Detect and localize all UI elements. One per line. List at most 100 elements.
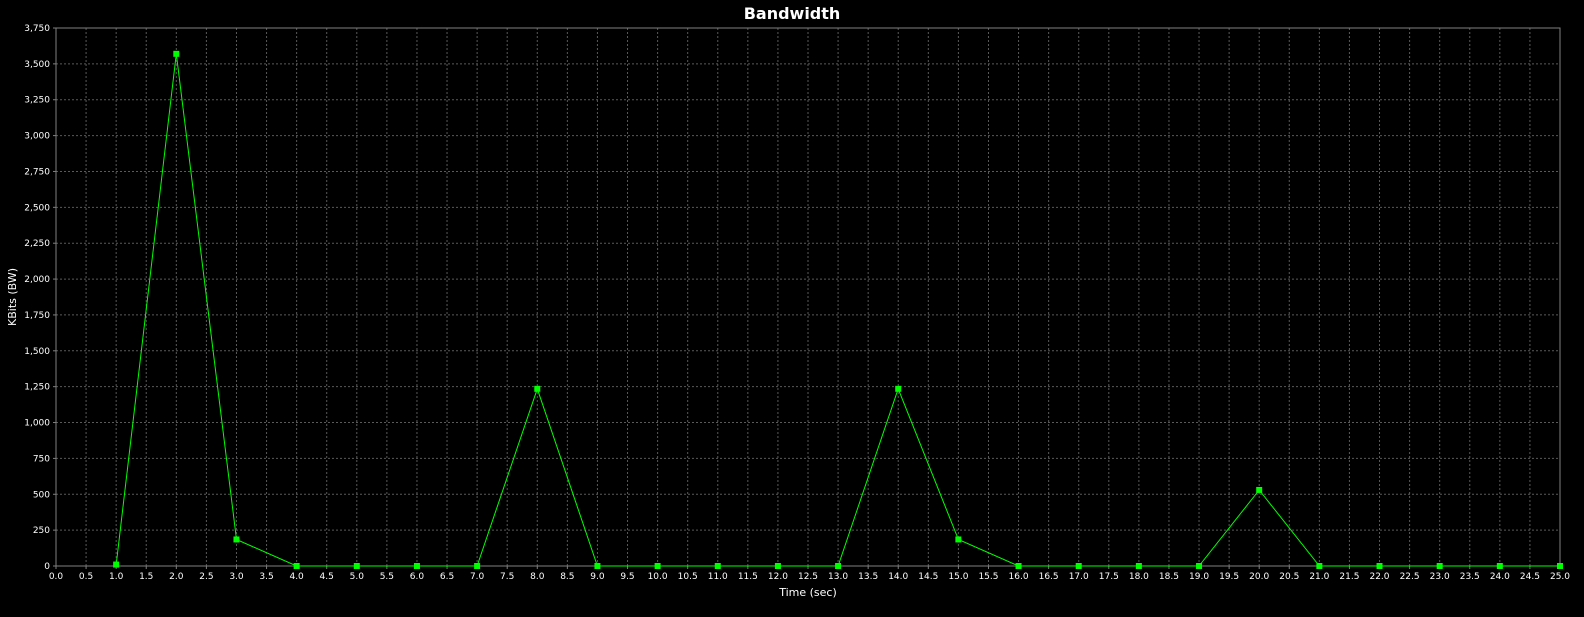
x-tick-label: 1.0 [109, 572, 124, 582]
y-tick-label: 500 [33, 490, 50, 500]
y-tick-label: 1,750 [24, 311, 50, 321]
x-tick-label: 17.0 [1069, 572, 1089, 582]
data-point [534, 385, 541, 392]
x-tick-label: 5.5 [380, 572, 394, 582]
data-point [233, 536, 240, 543]
x-tick-label: 12.0 [768, 572, 788, 582]
x-tick-label: 3.0 [229, 572, 244, 582]
y-tick-label: 1,000 [24, 419, 50, 429]
x-tick-label: 9.0 [590, 572, 605, 582]
data-point [835, 563, 842, 569]
y-tick-label: 1,500 [24, 347, 50, 357]
y-tick-label: 250 [33, 526, 50, 536]
data-point [173, 50, 180, 57]
x-tick-label: 5.0 [350, 572, 365, 582]
x-tick-label: 23.5 [1460, 572, 1480, 582]
x-tick-label: 7.0 [470, 572, 485, 582]
x-tick-label: 16.5 [1039, 572, 1059, 582]
y-tick-label: 3,750 [24, 24, 50, 34]
y-tick-label: 3,250 [24, 96, 50, 106]
x-tick-label: 19.5 [1219, 572, 1239, 582]
data-point [1256, 486, 1263, 493]
data-point [1135, 563, 1142, 569]
x-tick-label: 1.5 [139, 572, 153, 582]
data-point [955, 536, 962, 543]
data-point [353, 563, 360, 569]
x-tick-label: 2.5 [199, 572, 213, 582]
x-tick-label: 23.0 [1430, 572, 1450, 582]
data-point [1376, 563, 1383, 569]
y-tick-label: 2,750 [24, 167, 50, 177]
x-tick-label: 19.0 [1189, 572, 1209, 582]
x-tick-label: 16.0 [1009, 572, 1029, 582]
chart-title: Bandwidth [744, 4, 841, 23]
x-tick-label: 12.5 [798, 572, 818, 582]
x-tick-label: 11.0 [708, 572, 728, 582]
x-tick-label: 22.0 [1369, 572, 1389, 582]
x-tick-label: 13.5 [858, 572, 878, 582]
x-tick-label: 14.0 [888, 572, 908, 582]
x-tick-label: 8.0 [530, 572, 545, 582]
x-tick-label: 4.0 [289, 572, 304, 582]
x-tick-label: 18.0 [1129, 572, 1149, 582]
x-tick-label: 24.5 [1520, 572, 1540, 582]
y-tick-label: 3,000 [24, 132, 50, 142]
y-axis-label: KBits (BW) [6, 268, 19, 326]
x-tick-label: 6.0 [410, 572, 425, 582]
x-tick-label: 3.5 [259, 572, 273, 582]
x-tick-label: 20.5 [1279, 572, 1299, 582]
data-point [1316, 563, 1323, 569]
x-tick-label: 13.0 [828, 572, 848, 582]
y-tick-label: 1,250 [24, 383, 50, 393]
data-point [293, 563, 300, 569]
data-point [1557, 563, 1563, 569]
x-tick-label: 8.5 [560, 572, 574, 582]
y-tick-label: 2,000 [24, 275, 50, 285]
y-tick-label: 750 [33, 454, 50, 464]
data-point [113, 561, 120, 568]
data-point [1015, 563, 1022, 569]
x-tick-label: 10.5 [678, 572, 698, 582]
data-point [413, 563, 420, 569]
data-point [1196, 563, 1203, 569]
data-point [594, 563, 601, 569]
y-tick-label: 2,500 [24, 203, 50, 213]
x-tick-label: 14.5 [918, 572, 938, 582]
y-tick-label: 2,250 [24, 239, 50, 249]
data-point [774, 563, 781, 569]
x-tick-label: 21.0 [1309, 572, 1329, 582]
x-tick-label: 10.0 [648, 572, 668, 582]
x-tick-label: 24.0 [1490, 572, 1510, 582]
x-tick-label: 22.5 [1400, 572, 1420, 582]
data-point [1075, 563, 1082, 569]
x-tick-label: 0.5 [79, 572, 93, 582]
axes: 0.0 0.5 1.0 1.5 2.0 2.5 3.0 3.5 4.0 4.5 5.0 5.5 6.0 6… [24, 24, 1570, 582]
data-point [654, 563, 661, 569]
x-tick-label: 0.0 [49, 572, 64, 582]
x-tick-label: 20.0 [1249, 572, 1269, 582]
y-tick-label: 0 [44, 562, 50, 572]
x-tick-label: 17.5 [1099, 572, 1119, 582]
data-point [895, 385, 902, 392]
x-tick-label: 4.5 [320, 572, 334, 582]
x-tick-label: 15.0 [948, 572, 968, 582]
data-point [1496, 563, 1503, 569]
data-point [474, 563, 481, 569]
x-tick-label: 18.5 [1159, 572, 1179, 582]
x-axis-label: Time (sec) [778, 586, 837, 599]
x-tick-label: 21.5 [1339, 572, 1359, 582]
data-point [1436, 563, 1443, 569]
y-tick-label: 3,500 [24, 60, 50, 70]
x-tick-label: 9.5 [620, 572, 634, 582]
x-tick-label: 25.0 [1550, 572, 1570, 582]
x-tick-label: 15.5 [978, 572, 998, 582]
x-tick-label: 11.5 [738, 572, 758, 582]
x-tick-label: 7.5 [500, 572, 514, 582]
x-tick-label: 2.0 [169, 572, 184, 582]
x-tick-label: 6.5 [440, 572, 454, 582]
series-layer [113, 50, 1563, 569]
grid [56, 28, 1560, 566]
data-point [714, 563, 721, 569]
